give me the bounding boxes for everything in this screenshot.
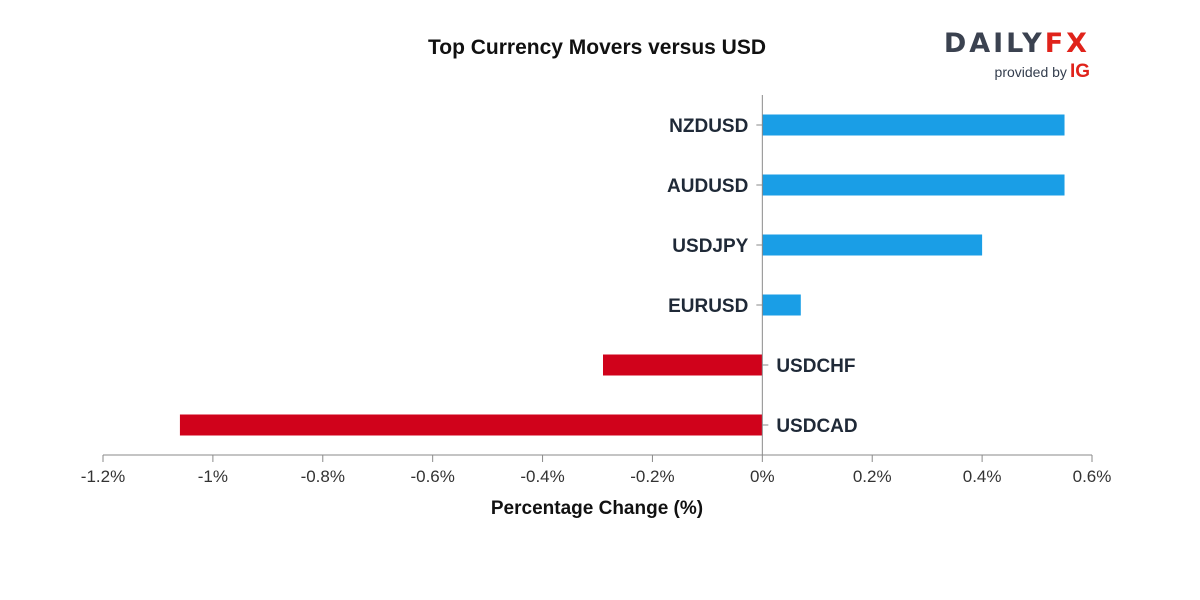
x-tick-label: -0.6% bbox=[410, 467, 454, 486]
bars-layer bbox=[179, 114, 1065, 436]
axes bbox=[103, 95, 1092, 456]
logo-wordmark: DAILYFX bbox=[920, 28, 1090, 60]
bar-audusd bbox=[762, 174, 1065, 196]
chart-title: Top Currency Movers versus USD bbox=[428, 36, 766, 59]
bar-eurusd bbox=[762, 294, 801, 316]
category-labels: NZDUSD AUDUSD USDJPY EURUSD USDCHF USDCAD bbox=[667, 116, 858, 437]
x-tick-label: -0.2% bbox=[630, 467, 674, 486]
x-tick-label: 0.2% bbox=[853, 467, 892, 486]
x-tick-label: -0.4% bbox=[520, 467, 564, 486]
category-label-usdcad: USDCAD bbox=[776, 416, 857, 437]
category-label-usdchf: USDCHF bbox=[776, 356, 855, 377]
x-ticks: -1.2% -1% -0.8% -0.6% -0.4% -0.2% 0% 0.2% 0.4% 0.… bbox=[81, 455, 1112, 486]
category-label-nzdusd: NZDUSD bbox=[669, 116, 748, 137]
bar-usdchf bbox=[602, 354, 763, 376]
x-tick-label: -1.2% bbox=[81, 467, 125, 486]
x-tick-label: -0.8% bbox=[301, 467, 345, 486]
ig-logo-text: IG bbox=[1069, 61, 1090, 82]
category-label-audusd: AUDUSD bbox=[667, 176, 748, 197]
logo-subtitle: provided by IG bbox=[920, 62, 1090, 82]
x-axis-title: Percentage Change (%) bbox=[491, 498, 703, 519]
category-label-eurusd: EURUSD bbox=[668, 296, 748, 317]
logo-daily-text: DAILY bbox=[943, 28, 1045, 59]
provided-by-text: provided by bbox=[994, 64, 1067, 80]
category-label-usdjpy: USDJPY bbox=[672, 236, 748, 257]
logo-fx-text: FX bbox=[1044, 28, 1090, 59]
x-tick-label: 0.6% bbox=[1073, 467, 1112, 486]
x-tick-label: -1% bbox=[198, 467, 228, 486]
bar-usdcad bbox=[179, 414, 763, 436]
bar-usdjpy bbox=[762, 234, 983, 256]
x-tick-label: 0.4% bbox=[963, 467, 1002, 486]
x-tick-label: 0% bbox=[750, 467, 775, 486]
bar-nzdusd bbox=[762, 114, 1065, 136]
dailyfx-logo: DAILYFX provided by IG bbox=[920, 28, 1090, 82]
